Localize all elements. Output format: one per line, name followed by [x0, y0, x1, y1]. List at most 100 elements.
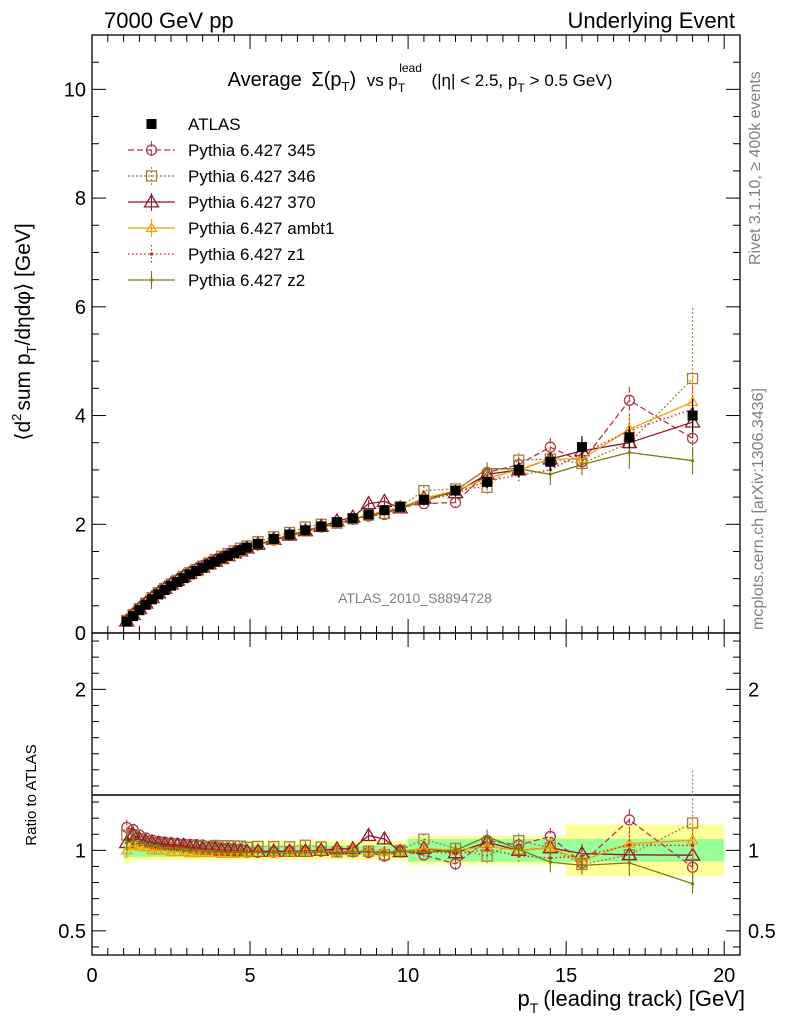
legend-label: ATLAS: [188, 115, 241, 134]
marker-triangle: [360, 495, 377, 510]
marker-dot: [351, 850, 355, 854]
marker-square-filled: [363, 509, 374, 520]
marker-square-filled: [146, 119, 157, 129]
marker-square-filled: [197, 562, 208, 573]
marker-triangle: [143, 193, 160, 208]
ratio-y-tick-label-right: 1: [748, 840, 759, 862]
ratio-series-layer: [118, 770, 701, 894]
marker-triangle-small: [133, 840, 146, 851]
band-inner: [250, 845, 409, 856]
marker-dot: [627, 843, 631, 847]
x-tick-label: 20: [713, 965, 735, 987]
y-tick-label: 10: [64, 79, 86, 101]
x-tick-label: 10: [397, 965, 419, 987]
ratio-frame: [91, 632, 741, 956]
ratio-y-tick-label-right: 0.5: [748, 921, 776, 943]
x-tick-label: 0: [86, 965, 97, 987]
marker-square-filled: [166, 580, 177, 591]
marker-square-filled: [121, 616, 132, 627]
marker-triangle-small: [251, 846, 265, 857]
legend-label: Pythia 6.427 346: [188, 167, 316, 186]
analysis-watermark: ATLAS_2010_S8894728: [338, 590, 492, 606]
marker-circle: [145, 144, 158, 156]
marker-dot: [627, 861, 631, 865]
marker-triangle-small: [145, 221, 158, 233]
marker-dot: [382, 851, 386, 855]
marker-circle: [623, 814, 636, 826]
marker-triangle-small: [127, 838, 140, 850]
ratio-y-axis-label: Ratio to ATLAS: [23, 744, 40, 845]
header-left: 7000 GeV pp: [104, 8, 234, 33]
marker-dot: [485, 834, 489, 839]
marker-square-filled: [624, 432, 635, 443]
marker-dot: [453, 848, 458, 852]
marker-square-filled: [178, 573, 189, 584]
marker-dot: [485, 467, 489, 471]
marker-dot: [125, 841, 129, 845]
legend-label: Pythia 6.427 z2: [188, 271, 305, 290]
marker-dot: [182, 848, 186, 852]
ratio-axes: 0 5 10 15 20 0.5 1 2 0.5 1 2: [58, 619, 776, 987]
ratio-series-line: [126, 833, 693, 856]
marker-dot: [232, 850, 236, 855]
x-tick-label: 15: [555, 965, 577, 987]
marker-dot: [548, 860, 552, 864]
marker-square-filled: [316, 521, 327, 532]
marker-dot: [213, 849, 217, 854]
marker-square-filled: [395, 501, 406, 512]
marker-square-filled: [241, 542, 252, 553]
marker-triangle-small: [146, 844, 159, 855]
marker-triangle-small: [164, 846, 178, 857]
legend-entry-2: Pythia 6.427 370: [128, 193, 316, 212]
marker-dot: [194, 848, 198, 852]
marker-square-filled: [687, 410, 698, 421]
marker-triangle-small: [139, 841, 152, 852]
marker-triangle-small: [623, 837, 636, 848]
legend: ATLAS Pythia 6.427 345 Pythia 6.427 346 Pyt…: [128, 115, 334, 290]
marker-dot: [256, 850, 260, 854]
marker-square-filled: [229, 548, 240, 559]
y-tick-label: 6: [75, 297, 86, 319]
marker-dot: [690, 882, 695, 886]
marker-dot: [303, 851, 307, 855]
marker-dot: [580, 863, 584, 868]
marker-dot: [366, 850, 371, 854]
marker-dot: [690, 459, 695, 463]
legend-entry-1: Pythia 6.427 346: [128, 167, 316, 186]
marker-square-filled: [203, 559, 214, 570]
y-tick-label: 8: [75, 188, 86, 210]
marker-dot: [517, 847, 521, 851]
marker-dot: [319, 850, 323, 854]
marker-dot: [422, 850, 426, 854]
main-data-layer: [121, 399, 698, 627]
marker-triangle-small: [686, 834, 699, 845]
marker-dot: [548, 472, 552, 476]
legend-entry-0: Pythia 6.427 345: [128, 141, 316, 160]
marker-dot: [207, 850, 211, 854]
legend-entry-5: Pythia 6.427 z2: [128, 271, 305, 290]
mcplots-label: mcplots.cern.ch [arXiv:1306.3436]: [750, 388, 767, 630]
marker-square-filled: [252, 538, 263, 549]
marker-dot: [156, 844, 160, 848]
marker-dot: [580, 462, 584, 467]
series-line: [126, 378, 694, 621]
marker-dot: [335, 851, 339, 855]
marker-dot: [163, 846, 167, 850]
marker-square-filled: [482, 476, 493, 487]
marker-square-filled: [418, 494, 429, 505]
x-axis-label: pT (leading track) [GeV]: [517, 986, 745, 1016]
marker-square-filled: [134, 605, 145, 616]
marker-dot: [272, 851, 276, 855]
ratio-series-5: [125, 829, 695, 894]
marker-square-filled: [153, 589, 164, 600]
y-tick-label: 4: [75, 406, 86, 428]
marker-dot: [627, 450, 631, 455]
marker-square-filled: [235, 545, 246, 556]
marker-square-filled: [210, 556, 221, 567]
marker-square-filled: [159, 585, 170, 596]
main-axes: 0 2 4 6 8 10: [64, 34, 740, 645]
ratio-y-tick-label: 2: [75, 679, 86, 701]
legend-entry-3: Pythia 6.427 ambt1: [128, 219, 334, 238]
marker-dot: [131, 838, 135, 842]
legend-label: Pythia 6.427 370: [188, 193, 316, 212]
